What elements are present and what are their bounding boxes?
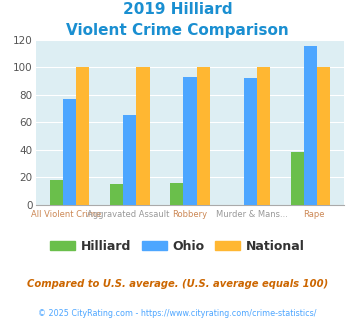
Bar: [257, 67, 270, 205]
Bar: [110, 184, 123, 205]
Bar: [197, 67, 210, 205]
Text: Murder & Mans...: Murder & Mans...: [216, 210, 288, 218]
Bar: [317, 67, 330, 205]
Text: Robbery: Robbery: [173, 210, 207, 218]
Bar: [63, 99, 76, 205]
Bar: [123, 115, 136, 205]
Text: 2019 Hilliard: 2019 Hilliard: [123, 2, 232, 16]
Text: Compared to U.S. average. (U.S. average equals 100): Compared to U.S. average. (U.S. average …: [27, 279, 328, 289]
Bar: [290, 152, 304, 205]
Bar: [136, 67, 149, 205]
Bar: [170, 182, 183, 205]
Text: © 2025 CityRating.com - https://www.cityrating.com/crime-statistics/: © 2025 CityRating.com - https://www.city…: [38, 309, 317, 317]
Bar: [50, 180, 63, 205]
Legend: Hilliard, Ohio, National: Hilliard, Ohio, National: [45, 235, 310, 258]
Text: Rape: Rape: [303, 210, 324, 218]
Bar: [304, 47, 317, 205]
Text: All Violent Crime: All Violent Crime: [31, 210, 102, 218]
Text: Violent Crime Comparison: Violent Crime Comparison: [66, 23, 289, 38]
Bar: [244, 78, 257, 205]
Bar: [76, 67, 89, 205]
Text: Aggravated Assault: Aggravated Assault: [87, 210, 169, 218]
Bar: [183, 77, 197, 205]
